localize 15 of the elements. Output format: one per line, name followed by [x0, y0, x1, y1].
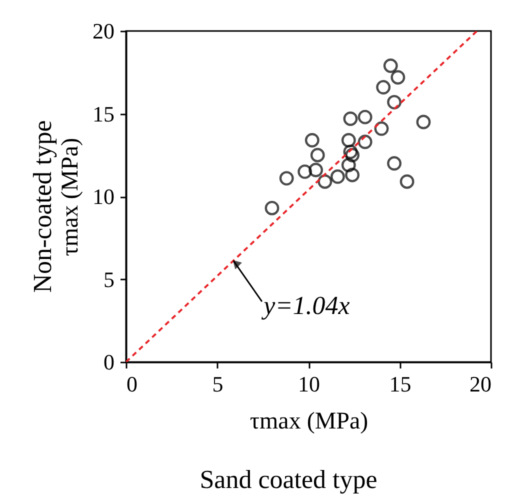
y-tick-label: 20 [92, 18, 114, 44]
annotation: y=1.04x [260, 291, 350, 320]
y-tick-label: 10 [92, 184, 114, 209]
x-tick-label: 20 [470, 372, 492, 396]
x-tick-label: 0 [126, 372, 138, 396]
y-tick-label: 0 [104, 350, 114, 374]
text: Non-coated type [28, 120, 57, 293]
y-tick-label: 5 [104, 266, 114, 292]
x-tick-label: 10 [298, 372, 320, 396]
x-tick-label: 5 [212, 372, 224, 396]
y-axis-title: τmax (MPa) [58, 138, 84, 256]
x-tick-label: 15 [389, 372, 412, 396]
x-axis-title: τmax (MPa) [250, 408, 368, 434]
text: Sand coated type [200, 465, 378, 494]
y-tick-label: 15 [92, 101, 114, 126]
